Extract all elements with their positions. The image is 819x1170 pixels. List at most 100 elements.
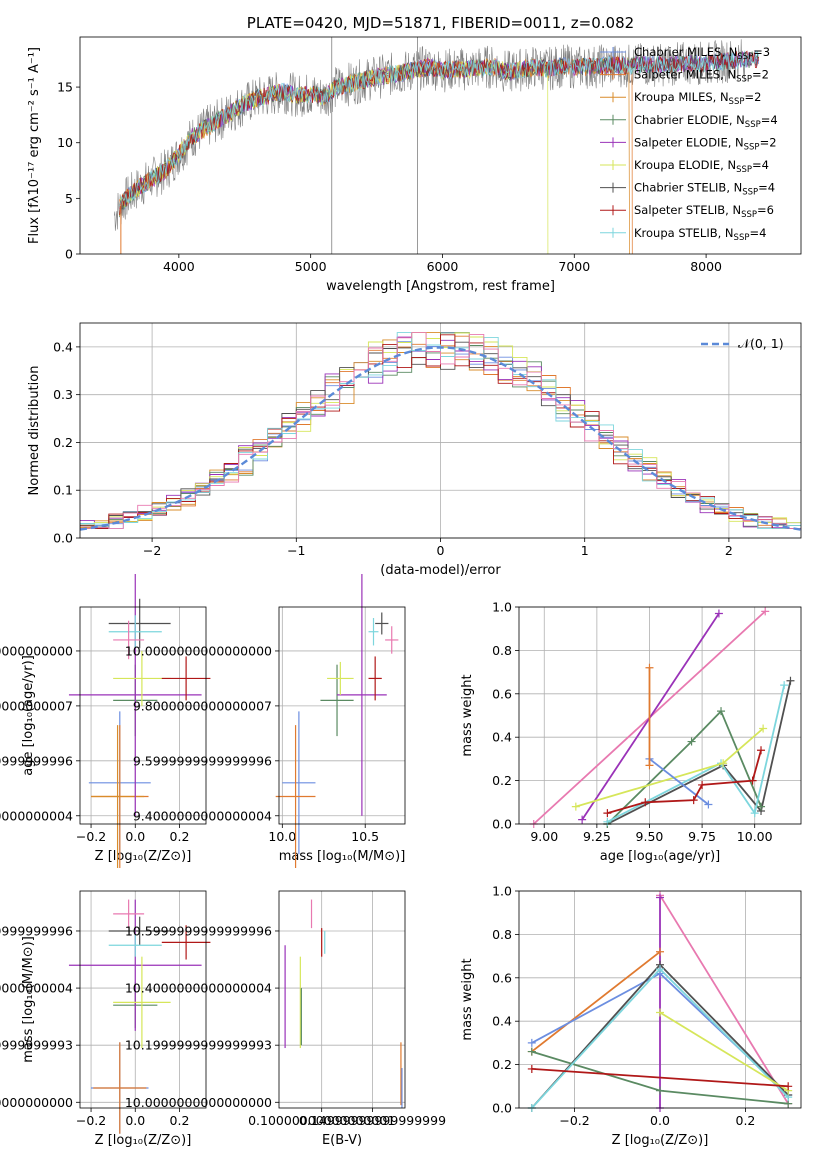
legend-subscript: SSP [734,233,750,243]
y-tick-label: 0 [65,247,73,262]
mass-weight-marker [759,724,768,733]
mass-weight-line [531,1068,789,1088]
x-tick-label: 10.0 [268,829,296,844]
legend-label: Kroupa STELIB, NSSP=4 [634,226,766,243]
legend-subscript: SSP [742,188,758,198]
y-tick-label: 15 [57,80,73,95]
legend-label: Chabrier ELODIE, NSSP=4 [634,113,778,130]
y-tick-label: 10.5999999999999996 [0,923,73,938]
model-fit-line [119,50,759,210]
x-tick-label: 0.14999999999999999 [299,1113,446,1128]
axes-frame [278,890,406,1109]
y-tick-label: 0.0 [492,817,512,832]
legend-nssp: =2 [744,90,761,104]
normal-reference-curve [79,346,802,531]
model-fit-line [119,50,759,216]
mass-weight-marker [603,817,612,826]
panel-age-vs-mass: 10.0 10.5 9.4000000000000004 9.599999999999… [125,574,406,868]
x-tick-label: 9.25 [583,829,611,844]
mass-weight-line [531,951,661,1053]
x-tick-label: 7000 [558,259,590,274]
mass-weight-marker [704,800,713,809]
x-tick-label: −0.2 [559,1113,589,1128]
mass-weight-marker [571,802,580,811]
y-tick-label: 10.4000000000000004 [125,981,272,996]
mass-weight-marker [748,776,757,785]
mass-weight-marker [757,746,766,755]
legend-subscript: SSP [744,142,760,152]
mass-weight-marker [687,737,696,746]
legend-label: 𝒩(0, 1) [738,336,784,351]
y-tick-label: 9.5999999999999996 [133,753,272,768]
x-tick-label: 10.5 [351,829,379,844]
mass-weight-marker [578,815,587,824]
legend-subscript: SSP [745,120,761,130]
legend-nssp: =4 [749,226,766,240]
legend-subscript: SSP [736,75,752,85]
x-tick-label: −1 [287,543,305,558]
mass-weight-marker [750,809,759,818]
legend-subscript: SSP [729,97,745,107]
y-tick-label: 0.4 [492,730,512,745]
mass-weight-marker [645,761,654,770]
x-tick-label: 9.00 [530,829,558,844]
mass-weight-marker [645,663,654,672]
axes-frame [518,890,802,1109]
legend-label: Kroupa MILES, NSSP=2 [634,90,761,107]
legend-nssp: =4 [761,113,778,127]
mass-weight-marker [656,1086,664,1095]
residual-histogram [80,332,801,529]
x-tick-label: 8000 [690,259,722,274]
y-tick-label: 10.5999999999999996 [125,923,272,938]
mass-weight-marker [719,759,728,768]
y-tick-label: 10.0000000000000000 [125,1095,272,1110]
legend-label: Chabrier STELIB, NSSP=4 [634,181,775,198]
legend-label: Salpeter MILES, NSSP=2 [634,68,769,85]
y-tick-label: 0.2 [492,1057,512,1072]
legend-nssp: =3 [753,45,770,59]
y-tick-label: 10 [57,135,73,150]
legend-label: Chabrier MILES, NSSP=3 [634,45,770,62]
y-tick-label: 0.8 [492,643,512,658]
y-tick-label: 9.8000000000000007 [0,698,73,713]
y-tick-label: 0.3 [53,387,73,402]
y-tick-label: 10.0000000000000000 [125,643,272,658]
spectrum-plot-area [114,37,759,254]
x-tick-label: 0.0 [650,1113,670,1128]
legend-nssp: =2 [752,68,769,82]
legend-nssp: =2 [760,135,777,149]
mass-weight-line [575,727,764,808]
x-tick-label: 6000 [427,259,459,274]
y-axis-label: Normed distribution [27,366,42,496]
mass-weight-line [606,709,762,825]
legend-label: Salpeter STELIB, NSSP=6 [634,203,774,220]
axes-frame [518,606,802,825]
x-tick-label: 2 [725,543,733,558]
panel-age-vs-z: −0.2 0.0 0.2 9.4000000000000004 9.5999999999… [0,574,211,868]
mass-weight-line [581,613,720,821]
x-tick-label: 0 [437,543,445,558]
y-tick-label: 5 [65,191,73,206]
axes-frame [278,606,406,825]
y-tick-label: 0.2 [492,773,512,788]
panel-mass-vs-z: −0.2 0.0 0.2 10.0000000000000000 10.19999999… [0,890,211,1148]
chart-title: PLATE=0420, MJD=51871, FIBERID=0011, z=0… [247,14,634,32]
mass-weight-marker [698,780,707,789]
mass-weight-line [648,758,709,806]
model-fit-line [119,52,759,210]
mass-weight-marker [786,676,795,685]
legend-subscript: SSP [737,52,753,62]
y-tick-label: 0.4 [492,1014,512,1029]
mass-weight-line [606,684,786,823]
legend-subscript: SSP [741,210,757,220]
axes-frame [79,36,802,255]
y-axis-label: mass weight [460,958,475,1040]
x-axis-label: E(B-V) [322,1133,362,1148]
x-tick-label: 0.2 [170,1113,190,1128]
x-tick-label: 4000 [163,259,195,274]
mass-weight-marker [641,798,650,807]
legend-nssp: =4 [758,181,775,195]
x-axis-label: age [log₁₀(age/yr)] [600,849,721,864]
